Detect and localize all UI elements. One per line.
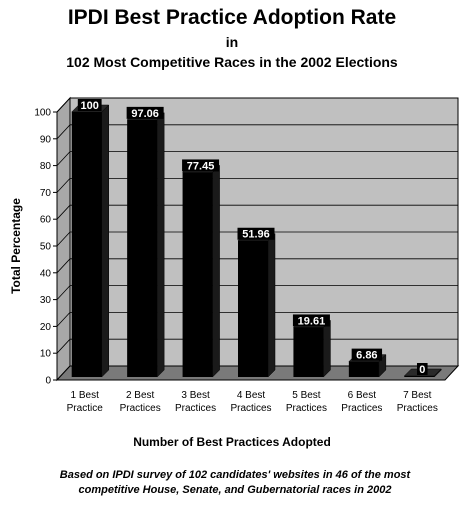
value-label-bg: [292, 314, 330, 327]
bar-side: [212, 164, 220, 378]
value-label: 97.06: [131, 108, 159, 120]
value-label: 19.61: [298, 315, 326, 327]
chart-title: IPDI Best Practice Adoption Rate: [67, 6, 397, 29]
bar: [292, 319, 332, 378]
value-label-bg: [182, 159, 220, 172]
y-tick-label: 20: [40, 322, 52, 333]
x-tick-label: Practices: [175, 403, 216, 414]
gridline: [56, 258, 458, 274]
x-tick-label: 1 Best: [71, 390, 100, 401]
x-tick-label: Practices: [341, 403, 382, 414]
gridline: [56, 151, 458, 166]
bar: [181, 164, 221, 378]
gridline: [56, 231, 458, 247]
value-label: 6.86: [356, 350, 377, 362]
x-tick-label: Practices: [120, 403, 161, 414]
footnote-line1: Based on IPDI survey of 102 candidates' …: [59, 469, 411, 481]
gridline: [56, 204, 458, 220]
x-tick-label: 7 Best: [403, 390, 432, 401]
value-label: 0: [419, 364, 425, 376]
x-tick-label: Practices: [230, 403, 271, 414]
bar-front: [404, 376, 435, 377]
y-axis-label: Total Percentage: [9, 198, 23, 294]
value-label-bg: [351, 348, 383, 361]
bar-side: [267, 233, 276, 378]
axes: [53, 111, 445, 381]
bar-side: [101, 104, 109, 378]
x-tick-label: Practices: [286, 403, 327, 414]
bar: [126, 112, 165, 378]
y-tick-label: 10: [40, 349, 52, 360]
x-tick-label: Practice: [67, 403, 104, 414]
y-tick-label: 70: [40, 188, 52, 199]
footnote-line2: competitive House, Senate, and Gubernato…: [78, 484, 392, 496]
value-labels: 100 97.06 77.45 51.96 19.61 6.86 0: [77, 99, 428, 376]
gridline: [56, 285, 458, 300]
tick-labels: 0 10 20 30 40 50 60 70 80 90 100 1 Best Practice 2 Be…: [34, 108, 438, 415]
gridline: [56, 97, 458, 113]
y-tick-label: 90: [40, 134, 52, 145]
bar: [71, 104, 110, 378]
chart-subtitle-line1: in: [225, 34, 239, 50]
value-label-bg: [77, 99, 102, 111]
bar-front: [293, 327, 324, 377]
gridline: [56, 177, 458, 193]
gridline: [56, 124, 458, 140]
bar-front: [238, 240, 268, 377]
x-tick-label: 6 Best: [348, 390, 377, 401]
bar-side: [156, 112, 165, 378]
x-axis-label: Number of Best Practices Adopted: [133, 435, 331, 449]
bar-front: [71, 112, 102, 377]
value-label-bg: [126, 106, 164, 119]
gridline: [56, 311, 458, 327]
x-tick-label: 2 Best: [126, 390, 155, 401]
bar-front: [182, 172, 213, 377]
y-tick-label: 80: [40, 161, 52, 172]
bar-side: [323, 319, 331, 378]
bar-front: [127, 119, 158, 377]
bar-side: [434, 368, 442, 378]
bar-front: [348, 361, 379, 377]
value-label: 100: [81, 100, 99, 112]
value-label-bg: [416, 363, 428, 375]
x-tick-label: 3 Best: [181, 390, 210, 401]
x-tick-label: 4 Best: [237, 390, 266, 401]
y-tick-label: 30: [40, 295, 52, 306]
y-tick-label: 50: [40, 242, 52, 253]
x-tick-label: 5 Best: [292, 390, 321, 401]
chart-subtitle-line2: 102 Most Competitive Races in the 2002 E…: [66, 54, 398, 70]
value-label-bg: [237, 227, 275, 240]
value-label: 51.96: [242, 229, 270, 241]
y-tick-label: 100: [34, 108, 51, 119]
y-tick-label: 60: [40, 215, 52, 226]
value-label: 77.45: [187, 160, 215, 172]
y-tick-label: 40: [40, 268, 52, 279]
x-tick-label: Practices: [397, 403, 438, 414]
y-tick-label: 0: [45, 376, 51, 387]
bar: [237, 233, 276, 378]
